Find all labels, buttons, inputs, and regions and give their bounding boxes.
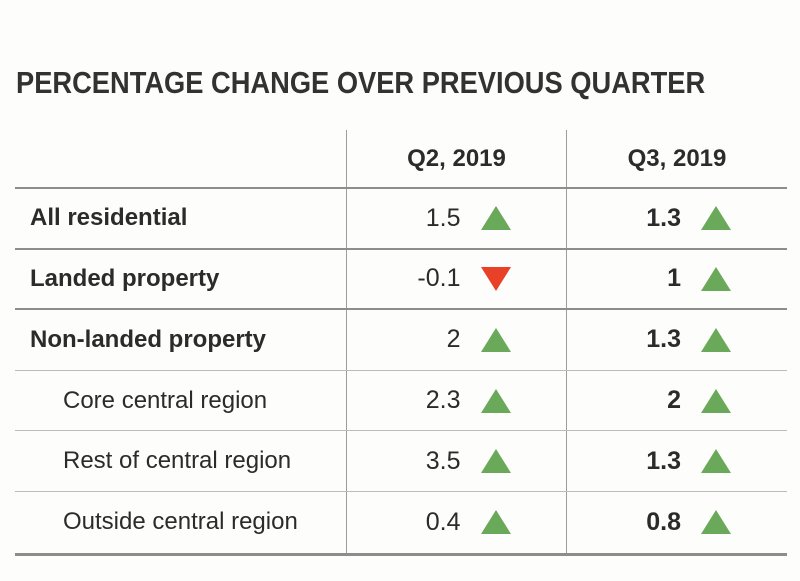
q3-value: 1.3 (646, 446, 681, 475)
up-triangle-icon (701, 266, 731, 291)
table-row-core-central-region: Core central region 2.3 2 (15, 370, 787, 432)
row-label: Rest of central region (15, 431, 347, 491)
table-row-non-landed-property: Non-landed property 2 1.3 (15, 310, 787, 371)
q3-value-cell: 1.3 (567, 431, 787, 491)
up-triangle-icon (701, 327, 731, 352)
up-triangle-icon (480, 449, 511, 474)
table-row-rest-of-central-region: Rest of central region 3.5 1.3 (15, 431, 787, 492)
q3-value-cell: 1.3 (567, 189, 787, 248)
row-label: Landed property (15, 249, 347, 309)
up-triangle-icon (480, 327, 511, 352)
q2-value: 3.5 (425, 446, 461, 475)
up-triangle-icon (480, 206, 511, 231)
q2-value-cell: 1.5 (347, 189, 567, 248)
column-header-q2-2019: Q2, 2019 (347, 130, 567, 187)
up-triangle-icon (701, 206, 731, 231)
q3-value-cell: 1.3 (567, 310, 787, 370)
q2-value: 2 (446, 325, 461, 354)
q3-value: 1.3 (646, 325, 681, 354)
q2-value-cell: 0.4 (347, 491, 567, 553)
q2-value: 0.4 (425, 507, 461, 536)
down-triangle-icon (480, 266, 511, 291)
table-row-landed-property: Landed property -0.1 1 (15, 249, 787, 311)
q2-value: 2.3 (425, 386, 461, 415)
up-triangle-icon (480, 510, 511, 535)
row-label: Outside central region (15, 491, 347, 553)
q3-value: 1 (667, 264, 681, 293)
q2-value-cell: -0.1 (347, 249, 567, 309)
row-label: Core central region (15, 370, 347, 431)
page-title-text: PERCENTAGE CHANGE OVER PREVIOUS QUARTER (16, 65, 706, 100)
column-header-q3-2019: Q3, 2019 (627, 144, 727, 172)
q3-value-cell: 0.8 (567, 492, 787, 553)
q3-value: 1.3 (646, 203, 681, 232)
q2-value: 1.5 (425, 203, 461, 232)
q2-value-cell: 2 (347, 310, 567, 370)
q2-value-cell: 2.3 (347, 370, 567, 431)
up-triangle-icon (480, 388, 511, 413)
q3-value-cell: 2 (567, 371, 787, 431)
q3-value-cell: 1 (567, 250, 787, 309)
q2-value-cell: 3.5 (347, 431, 567, 491)
table-row-all-residential: All residential 1.5 1.3 (15, 189, 787, 250)
table-row-outside-central-region: Outside central region 0.4 0.8 (15, 491, 787, 553)
table-header-row: Q2, 2019 Q3, 2019 (15, 130, 787, 189)
up-triangle-icon (701, 449, 731, 474)
page-title: PERCENTAGE CHANGE OVER PREVIOUS QUARTER (16, 64, 799, 101)
quarterly-change-table: Q2, 2019 Q3, 2019 All residential 1.5 1.… (15, 130, 787, 556)
up-triangle-icon (701, 388, 731, 413)
q3-value: 2 (667, 386, 681, 415)
row-label: Non-landed property (15, 310, 347, 370)
up-triangle-icon (701, 510, 731, 535)
q2-value: -0.1 (417, 264, 461, 293)
header-spacer-cell (15, 130, 347, 187)
row-label: All residential (15, 189, 347, 248)
q3-value: 0.8 (646, 507, 681, 536)
